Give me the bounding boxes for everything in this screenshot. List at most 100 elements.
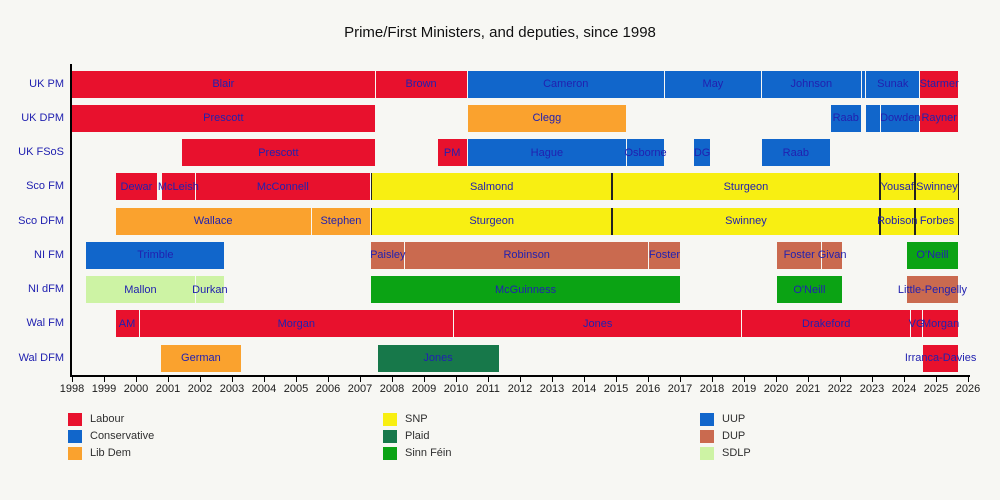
x-axis-line: [70, 375, 970, 377]
row-label: Sco FM: [26, 180, 64, 193]
legend-label: Lib Dem: [90, 447, 131, 459]
timeline-bar: Clegg: [467, 104, 627, 132]
legend-swatch: [700, 430, 714, 443]
timeline-bar: Morgan: [922, 310, 959, 338]
bar-label: PM: [443, 146, 461, 159]
timeline-bar: Cameron: [467, 70, 664, 98]
bar-label: O'Neill: [793, 283, 826, 296]
bar-label: Dewar: [120, 180, 153, 193]
bar-label: DG: [693, 146, 711, 159]
timeline-bar: Mallon: [86, 276, 195, 303]
axis-tick: [967, 377, 969, 382]
bar-label: Blair: [212, 78, 235, 90]
axis-tick-label: 2018: [699, 383, 725, 395]
timeline-bar: Salmond: [371, 173, 613, 201]
y-axis-line: [70, 64, 72, 377]
timeline-bar: Stephen: [311, 207, 371, 235]
axis-tick-label: 2006: [315, 383, 341, 395]
axis-tick: [519, 377, 521, 382]
timeline-bar: Osborne: [624, 139, 667, 166]
bar-label: McGuinness: [494, 283, 557, 296]
timeline-bar: Durkan: [192, 276, 228, 303]
timeline-bar: May: [664, 70, 761, 98]
timeline-bar: Raab: [761, 139, 830, 166]
legend-swatch: [700, 447, 714, 460]
timeline-bar: Brown: [375, 70, 467, 98]
axis-tick-label: 2009: [411, 383, 437, 395]
bar-label: Starmer: [919, 78, 959, 90]
bar-label: Swinney: [725, 215, 767, 227]
axis-tick-label: 2012: [507, 383, 533, 395]
axis-tick-label: 2022: [827, 383, 853, 395]
timeline-bar: Prescott: [182, 139, 375, 166]
timeline-bar: Jones: [454, 310, 742, 338]
legend-swatch: [68, 413, 82, 426]
timeline-bar: Blair: [72, 70, 375, 98]
axis-tick-label: 2001: [155, 383, 181, 395]
axis-tick-label: 2024: [891, 383, 917, 395]
bar-label: Mallon: [124, 283, 157, 296]
axis-tick: [359, 377, 361, 382]
timeline-bar: Sturgeon: [371, 207, 613, 235]
axis-tick-label: 2013: [539, 383, 565, 395]
bar-label: Durkan: [192, 283, 228, 296]
row-label: NI dFM: [27, 283, 64, 295]
bar-label: McConnell: [256, 180, 309, 193]
legend-swatch: [68, 447, 82, 460]
legend-label: Labour: [90, 413, 125, 425]
timeline-bar: Morgan: [139, 310, 454, 338]
timeline-bar: Foster: [649, 241, 680, 269]
legend-swatch: [383, 430, 397, 443]
timeline-bar: Trimble: [86, 241, 225, 269]
timeline-bar: O'Neill: [906, 241, 959, 269]
bar-label: Irranca-Davies: [904, 352, 977, 364]
timeline-bar: Raab: [830, 104, 861, 132]
timeline-bar: McGuinness: [371, 276, 680, 303]
timeline-bar: Drakeford: [742, 310, 911, 338]
axis-tick-label: 2011: [476, 383, 500, 395]
legend-label: DUP: [722, 430, 746, 442]
axis-tick: [231, 377, 233, 382]
legend-label: Sinn Féin: [405, 447, 452, 459]
timeline-bar: McConnell: [195, 173, 371, 201]
timeline-bar: Dewar: [115, 173, 158, 201]
axis-tick-label: 2003: [219, 383, 245, 395]
axis-tick-label: 2025: [923, 383, 949, 395]
axis-tick-label: 2017: [667, 383, 693, 395]
axis-tick-label: 2004: [251, 383, 277, 395]
bar-label: Jones: [423, 352, 453, 364]
timeline-bar: Little-Pengelly: [898, 276, 967, 303]
axis-tick-label: 2016: [635, 383, 661, 395]
row-label: UK PM: [29, 77, 64, 90]
axis-tick: [839, 377, 841, 382]
bar-label: Salmond: [469, 180, 514, 193]
axis-tick: [391, 377, 393, 382]
axis-tick-label: 2008: [379, 383, 405, 395]
bar-label: Robison: [877, 215, 918, 227]
axis-tick-label: 2007: [347, 383, 373, 395]
timeline-bar: O'Neill: [776, 276, 842, 303]
axis-tick-label: 1998: [59, 383, 85, 395]
bar-label: Raab: [782, 146, 809, 159]
bar-label: Foster: [783, 249, 815, 262]
bar-label: Trimble: [137, 249, 174, 262]
row-label: NI FM: [34, 248, 64, 261]
axis-tick: [167, 377, 169, 382]
timeline-bar: Dowden: [880, 104, 920, 132]
axis-tick-label: 2019: [731, 383, 757, 395]
axis-tick: [583, 377, 585, 382]
row-label: Wal FM: [26, 317, 64, 330]
timeline-bar: Yousaf: [879, 173, 915, 201]
timeline-bar: VG: [909, 310, 925, 338]
axis-tick-label: 2020: [763, 383, 789, 395]
bar-label: Forbes: [919, 215, 955, 227]
timeline-bar: Prescott: [72, 104, 375, 132]
axis-tick: [103, 377, 105, 382]
axis-tick: [871, 377, 873, 382]
axis-tick-label: 2014: [571, 383, 597, 395]
bar-label: Robinson: [503, 249, 550, 262]
axis-tick: [743, 377, 745, 382]
axis-tick: [199, 377, 201, 382]
axis-tick-label: 1999: [91, 383, 117, 395]
